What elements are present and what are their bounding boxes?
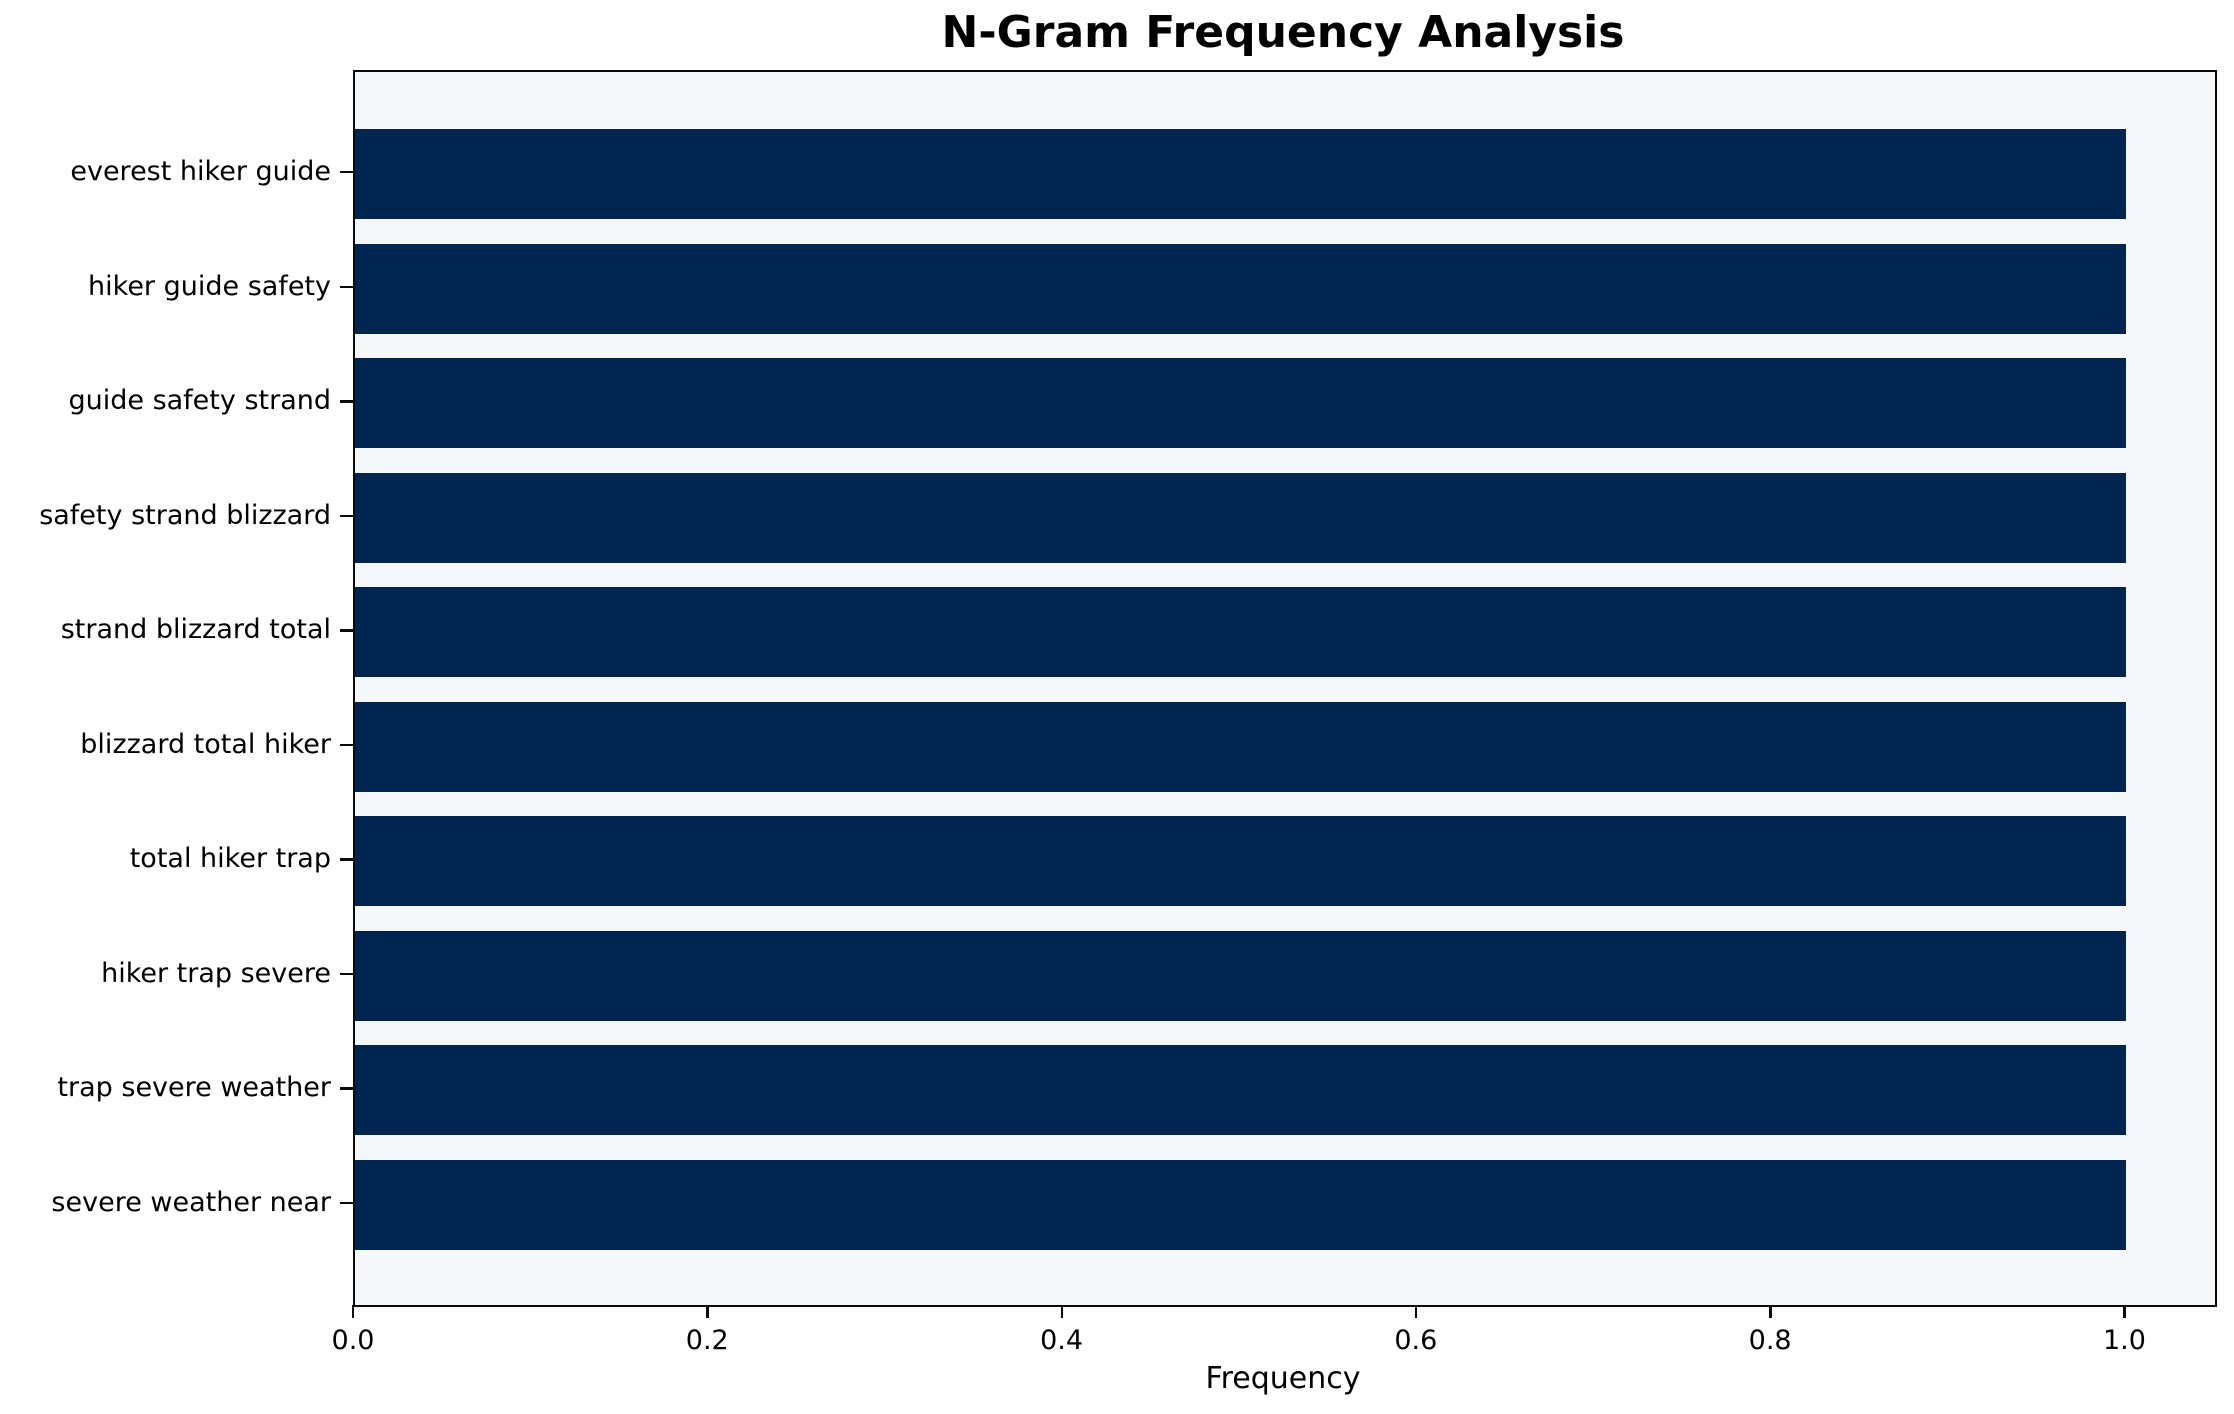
y-tick-label: total hiker trap [129, 843, 331, 875]
y-tick-label: guide safety strand [68, 385, 331, 417]
x-axis-tick [1060, 1305, 1063, 1318]
bar [355, 701, 2127, 792]
x-tick-label: 1.0 [2102, 1325, 2146, 1356]
y-axis-tick [340, 285, 353, 288]
y-tick-label: strand blizzard total [60, 614, 331, 646]
y-tick-label: trap severe weather [57, 1072, 331, 1104]
y-axis-tick [340, 743, 353, 747]
x-axis-tick [352, 1305, 355, 1318]
y-axis-tick [340, 1202, 353, 1205]
y-axis-tick [340, 400, 353, 403]
y-tick-label: safety strand blizzard [39, 499, 331, 531]
y-axis-tick [340, 972, 353, 976]
y-axis-tick [340, 629, 353, 632]
x-tick-label: 0.2 [685, 1325, 729, 1356]
x-axis-tick [706, 1305, 709, 1318]
x-tick-label: 0.0 [331, 1325, 375, 1356]
y-tick-label: hiker guide safety [88, 270, 331, 302]
x-tick-label: 0.4 [1040, 1325, 1084, 1356]
y-axis-tick [340, 171, 353, 174]
bar [355, 1045, 2127, 1136]
bar [355, 129, 2127, 219]
bar [355, 1160, 2127, 1250]
bar [355, 243, 2127, 334]
y-tick-label: hiker trap severe [101, 957, 331, 989]
x-axis-label: Frequency [1205, 1361, 1361, 1396]
y-axis-tick [340, 1087, 353, 1090]
bar [355, 472, 2127, 563]
y-tick-label: everest hiker guide [70, 156, 331, 187]
x-axis-tick [1769, 1305, 1772, 1318]
bar [355, 587, 2127, 678]
y-axis-tick [340, 858, 353, 861]
x-axis-tick [1414, 1305, 1418, 1318]
x-tick-label: 0.8 [1748, 1325, 1792, 1356]
y-tick-label: blizzard total hiker [80, 728, 331, 760]
chart-title: N-Gram Frequency Analysis [941, 7, 1625, 58]
y-axis-tick [340, 514, 353, 518]
x-tick-label: 0.6 [1394, 1325, 1438, 1356]
y-tick-label: severe weather near [51, 1187, 331, 1218]
plot-area [353, 70, 2217, 1307]
bar [355, 930, 2127, 1021]
x-axis-tick [2123, 1305, 2126, 1318]
bar [355, 816, 2127, 907]
bar [355, 358, 2127, 449]
